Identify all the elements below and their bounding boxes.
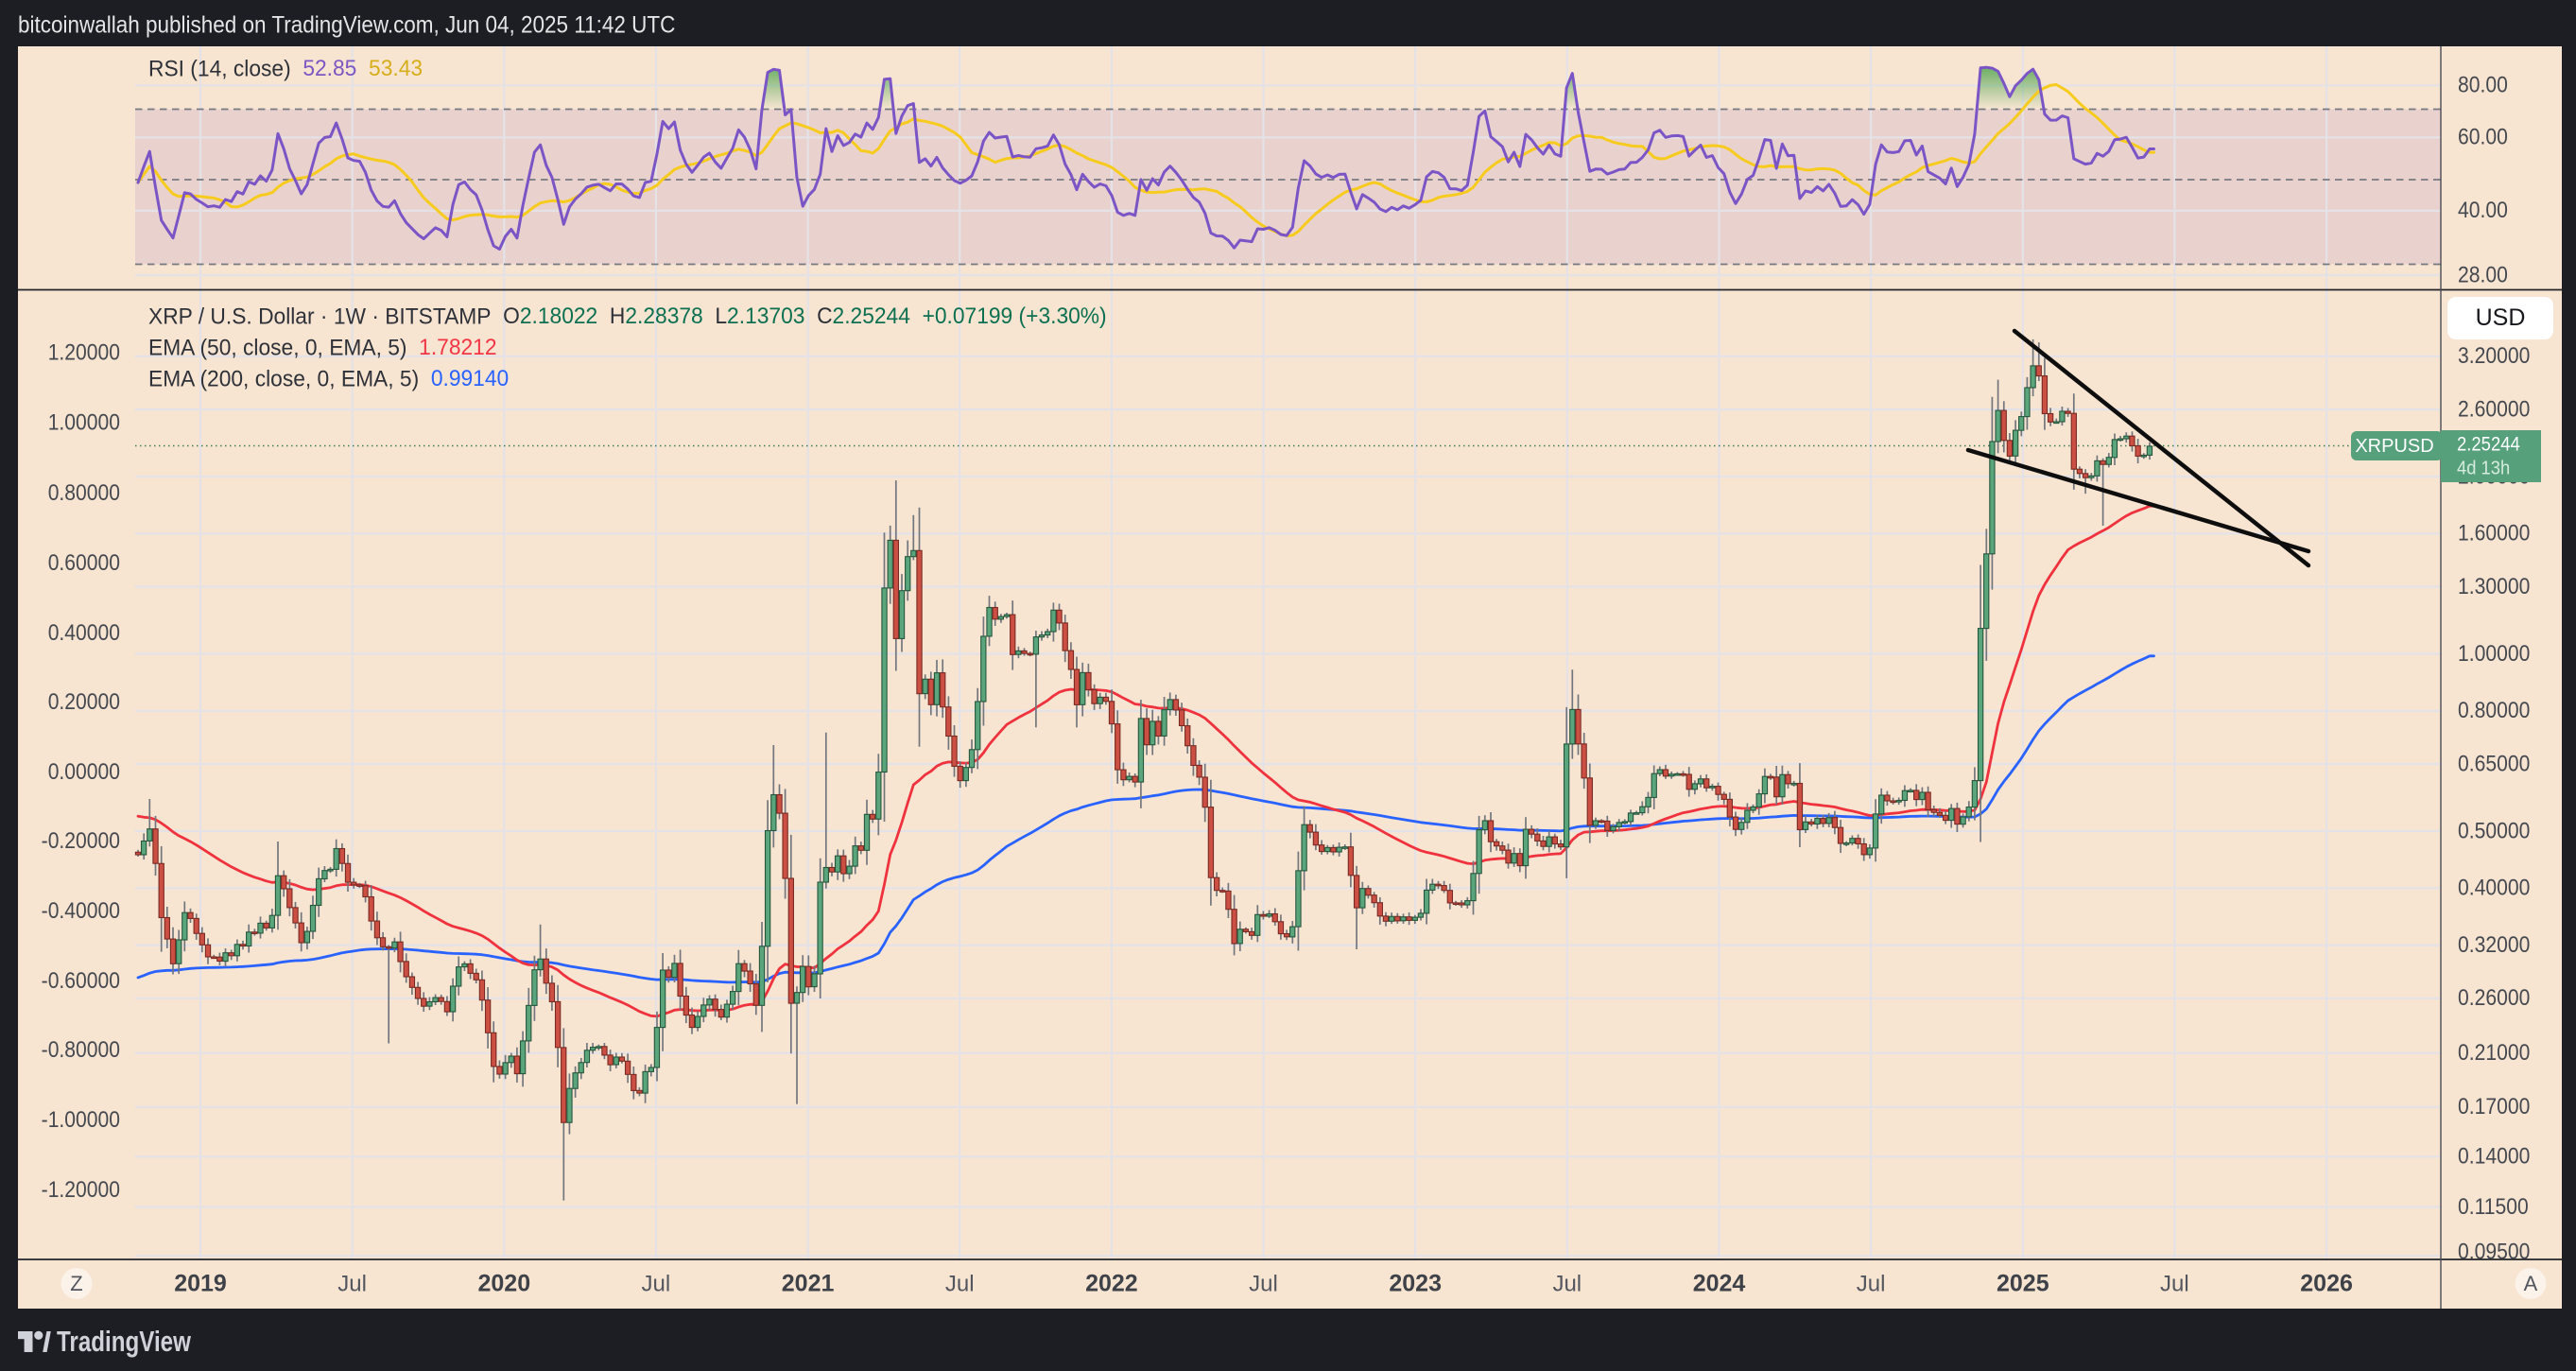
svg-text:2.25244: 2.25244 <box>2457 433 2520 455</box>
svg-text:0.21000: 0.21000 <box>2458 1040 2530 1066</box>
svg-text:TradingView: TradingView <box>57 1325 191 1358</box>
svg-text:0.14000: 0.14000 <box>2458 1143 2530 1169</box>
svg-text:Jul: Jul <box>337 1271 367 1296</box>
svg-text:-0.80000: -0.80000 <box>42 1037 120 1063</box>
svg-text:Jul: Jul <box>642 1271 671 1296</box>
svg-text:0.40000: 0.40000 <box>2458 876 2530 901</box>
svg-text:0.80000: 0.80000 <box>48 480 120 506</box>
svg-text:0.09500: 0.09500 <box>2458 1239 2530 1264</box>
svg-text:bitcoinwallah published on Tra: bitcoinwallah published on TradingView.c… <box>18 12 675 39</box>
svg-text:2026: 2026 <box>2300 1271 2353 1297</box>
svg-text:0.60000: 0.60000 <box>48 550 120 576</box>
svg-text:1.00000: 1.00000 <box>48 410 120 436</box>
svg-text:0.00000: 0.00000 <box>48 759 120 785</box>
svg-text:Jul: Jul <box>1249 1271 1278 1296</box>
svg-text:2023: 2023 <box>1389 1271 1442 1297</box>
svg-text:-0.40000: -0.40000 <box>42 898 120 924</box>
svg-text:3.20000: 3.20000 <box>2458 343 2530 369</box>
svg-text:Z: Z <box>70 1272 82 1295</box>
svg-text:60.00: 60.00 <box>2458 125 2508 150</box>
svg-text:2025: 2025 <box>1997 1271 2049 1297</box>
svg-text:Jul: Jul <box>1552 1271 1582 1296</box>
svg-text:40.00: 40.00 <box>2458 198 2508 223</box>
svg-text:1.20000: 1.20000 <box>48 340 120 366</box>
svg-text:0.40000: 0.40000 <box>48 620 120 646</box>
svg-text:4d 13h: 4d 13h <box>2457 459 2510 479</box>
svg-text:2020: 2020 <box>477 1271 530 1297</box>
svg-text:2021: 2021 <box>782 1271 835 1297</box>
svg-text:1.60000: 1.60000 <box>2458 521 2530 547</box>
svg-text:2022: 2022 <box>1085 1271 1138 1297</box>
svg-text:0.17000: 0.17000 <box>2458 1094 2530 1119</box>
svg-text:80.00: 80.00 <box>2458 73 2508 98</box>
svg-text:-0.60000: -0.60000 <box>42 968 120 994</box>
svg-text:0.65000: 0.65000 <box>2458 751 2530 776</box>
svg-text:2024: 2024 <box>1693 1271 1746 1297</box>
svg-text:Jul: Jul <box>1857 1271 1886 1296</box>
svg-text:1.00000: 1.00000 <box>2458 641 2530 667</box>
svg-text:XRP / U.S. Dollar · 1W · BITST: XRP / U.S. Dollar · 1W · BITSTAMP O2.180… <box>148 304 1107 329</box>
svg-text:XRPUSD: XRPUSD <box>2355 436 2433 457</box>
svg-text:RSI (14, close) 52.85 53.43: RSI (14, close) 52.85 53.43 <box>148 56 423 81</box>
svg-text:Jul: Jul <box>2160 1271 2189 1296</box>
svg-text:-0.20000: -0.20000 <box>42 828 120 854</box>
svg-text:0.50000: 0.50000 <box>2458 818 2530 843</box>
svg-text:USD: USD <box>2476 304 2526 331</box>
svg-text:2.60000: 2.60000 <box>2458 396 2530 422</box>
svg-text:EMA (200, close, 0, EMA, 5) 0: EMA (200, close, 0, EMA, 5) 0.99140 <box>148 366 509 391</box>
svg-text:-1.20000: -1.20000 <box>42 1177 120 1203</box>
svg-text:0.20000: 0.20000 <box>48 689 120 715</box>
svg-text:Jul: Jul <box>945 1271 975 1296</box>
svg-text:2019: 2019 <box>174 1271 227 1297</box>
svg-text:-1.00000: -1.00000 <box>42 1107 120 1133</box>
svg-text:1.30000: 1.30000 <box>2458 574 2530 599</box>
svg-text:28.00: 28.00 <box>2458 262 2508 287</box>
svg-text:0.11500: 0.11500 <box>2458 1194 2529 1220</box>
svg-text:0.26000: 0.26000 <box>2458 985 2530 1011</box>
svg-text:A: A <box>2524 1272 2538 1295</box>
svg-text:0.32000: 0.32000 <box>2458 932 2530 958</box>
svg-text:0.80000: 0.80000 <box>2458 698 2530 723</box>
svg-text:EMA (50, close, 0, EMA, 5) 1.: EMA (50, close, 0, EMA, 5) 1.78212 <box>148 335 497 360</box>
